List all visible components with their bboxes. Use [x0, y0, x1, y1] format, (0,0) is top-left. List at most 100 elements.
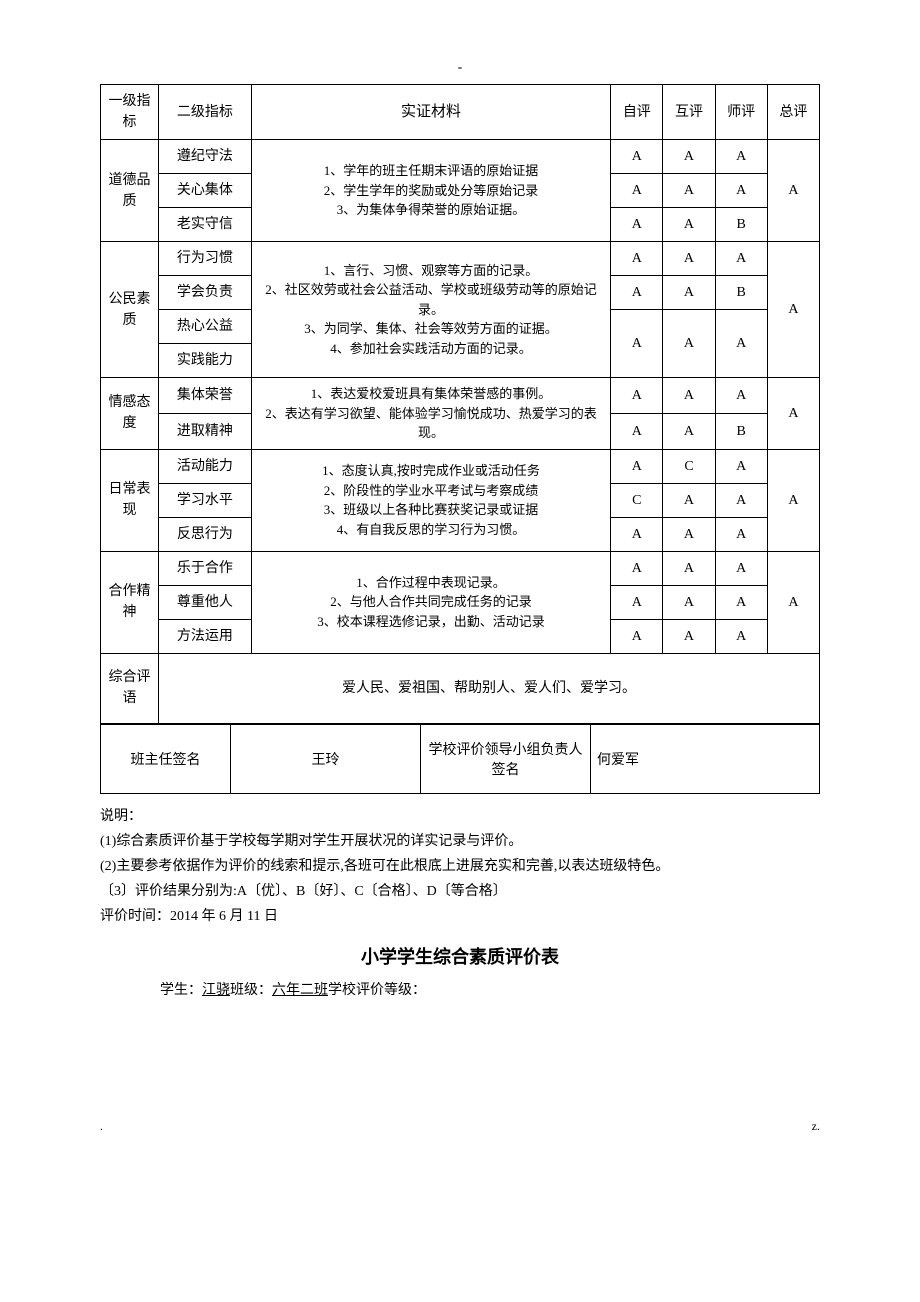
- peer-cell: A: [663, 517, 715, 551]
- teacher-cell: B: [715, 208, 767, 242]
- th-self: 自评: [611, 85, 663, 140]
- peer-cell: A: [663, 551, 715, 585]
- comment-row: 综合评语 爱人民、爱祖国、帮助别人、爱人们、爱学习。: [101, 653, 820, 723]
- comment-label: 综合评语: [101, 653, 159, 723]
- teacher-cell: A: [715, 585, 767, 619]
- notes-section: 说明： (1)综合素质评价基于学校每学期对学生开展状况的详实记录与评价。 (2)…: [100, 804, 820, 930]
- student-line: 学生：江骁班级：六年二班学校评价等级：: [160, 979, 820, 999]
- level2-cell: 遵纪守法: [158, 140, 251, 174]
- level1-cell: 道德品质: [101, 140, 159, 242]
- evidence-cell: 1、合作过程中表现记录。 2、与他人合作共同完成任务的记录 3、校本课程选修记录…: [251, 551, 611, 653]
- self-cell: A: [611, 378, 663, 414]
- th-level1: 一级指标: [101, 85, 159, 140]
- evidence-cell: 1、言行、习惯、观察等方面的记录。 2、社区效劳或社会公益活动、学校或班级劳动等…: [251, 242, 611, 378]
- header-dash: -: [100, 60, 820, 76]
- peer-cell: A: [663, 619, 715, 653]
- self-cell: A: [611, 517, 663, 551]
- class-name: 六年二班: [272, 983, 328, 998]
- level2-cell: 反思行为: [158, 517, 251, 551]
- signature-table: 班主任签名 王玲 学校评价领导小组负责人签名 何爱军: [100, 724, 820, 794]
- level1-cell: 日常表现: [101, 449, 159, 551]
- level2-cell: 学习水平: [158, 483, 251, 517]
- self-cell: A: [611, 449, 663, 483]
- self-cell: A: [611, 310, 663, 378]
- teacher-cell: A: [715, 619, 767, 653]
- footer-right: z.: [812, 1119, 820, 1134]
- table-row: 合作精神 乐于合作 1、合作过程中表现记录。 2、与他人合作共同完成任务的记录 …: [101, 551, 820, 585]
- notes-line: (2)主要参考依据作为评价的线索和提示,各班可在此根底上进展充实和完善,以表达班…: [100, 854, 820, 879]
- self-cell: A: [611, 276, 663, 310]
- level2-cell: 方法运用: [158, 619, 251, 653]
- footer-left: .: [100, 1119, 103, 1134]
- school-grade-label: 学校评价等级：: [328, 983, 426, 998]
- teacher-cell: A: [715, 378, 767, 414]
- th-level2: 二级指标: [158, 85, 251, 140]
- self-cell: A: [611, 551, 663, 585]
- teacher-cell: A: [715, 242, 767, 276]
- header-row: 一级指标 二级指标 实证材料 自评 互评 师评 总评: [101, 85, 820, 140]
- self-cell: A: [611, 242, 663, 276]
- peer-cell: A: [663, 242, 715, 276]
- th-total: 总评: [767, 85, 819, 140]
- evidence-cell: 1、学年的班主任期末评语的原始证据 2、学生学年的奖励或处分等原始记录 3、为集…: [251, 140, 611, 242]
- level2-cell: 乐于合作: [158, 551, 251, 585]
- teacher-cell: A: [715, 140, 767, 174]
- level1-cell: 情感态度: [101, 378, 159, 450]
- self-cell: C: [611, 483, 663, 517]
- notes-line: (1)综合素质评价基于学校每学期对学生开展状况的详实记录与评价。: [100, 829, 820, 854]
- notes-date: 评价时间：2014 年 6 月 11 日: [100, 904, 820, 929]
- peer-cell: A: [663, 174, 715, 208]
- peer-cell: A: [663, 140, 715, 174]
- teacher-cell: B: [715, 276, 767, 310]
- level1-cell: 公民素质: [101, 242, 159, 378]
- peer-cell: A: [663, 310, 715, 378]
- class-prefix: 班级：: [230, 983, 272, 998]
- level2-cell: 活动能力: [158, 449, 251, 483]
- peer-cell: A: [663, 483, 715, 517]
- comment-text: 爱人民、爱祖国、帮助别人、爱人们、爱学习。: [158, 653, 819, 723]
- peer-cell: C: [663, 449, 715, 483]
- table-row: 日常表现 活动能力 1、态度认真,按时完成作业或活动任务 2、阶段性的学业水平考…: [101, 449, 820, 483]
- teacher-cell: A: [715, 517, 767, 551]
- self-cell: A: [611, 619, 663, 653]
- level2-cell: 行为习惯: [158, 242, 251, 276]
- table-row: 公民素质 行为习惯 1、言行、习惯、观察等方面的记录。 2、社区效劳或社会公益活…: [101, 242, 820, 276]
- self-cell: A: [611, 413, 663, 449]
- student-prefix: 学生：: [160, 983, 202, 998]
- level2-cell: 实践能力: [158, 344, 251, 378]
- teacher-cell: A: [715, 551, 767, 585]
- teacher-cell: A: [715, 310, 767, 378]
- teacher-cell: A: [715, 449, 767, 483]
- peer-cell: A: [663, 378, 715, 414]
- level2-cell: 学会负责: [158, 276, 251, 310]
- leader-sign-value: 何爱军: [591, 724, 820, 793]
- level2-cell: 关心集体: [158, 174, 251, 208]
- level1-cell: 合作精神: [101, 551, 159, 653]
- total-cell: A: [767, 449, 819, 551]
- total-cell: A: [767, 140, 819, 242]
- peer-cell: A: [663, 276, 715, 310]
- self-cell: A: [611, 585, 663, 619]
- peer-cell: A: [663, 208, 715, 242]
- level2-cell: 集体荣誉: [158, 378, 251, 414]
- th-teacher: 师评: [715, 85, 767, 140]
- level2-cell: 进取精神: [158, 413, 251, 449]
- evaluation-table: 一级指标 二级指标 实证材料 自评 互评 师评 总评 道德品质 遵纪守法 1、学…: [100, 84, 820, 724]
- teacher-cell: A: [715, 483, 767, 517]
- leader-sign-label: 学校评价领导小组负责人签名: [421, 724, 591, 793]
- teacher-sign-value: 王玲: [231, 724, 421, 793]
- table-row: 情感态度 集体荣誉 1、表达爱校爱班具有集体荣誉感的事例。 2、表达有学习欲望、…: [101, 378, 820, 414]
- level2-cell: 尊重他人: [158, 585, 251, 619]
- notes-heading: 说明：: [100, 804, 820, 829]
- page-footer: . z.: [100, 1119, 820, 1134]
- notes-line: 〔3〕评价结果分别为:A〔优〕、B〔好〕、C〔合格〕、D〔等合格〕: [100, 879, 820, 904]
- level2-cell: 老实守信: [158, 208, 251, 242]
- th-evidence: 实证材料: [251, 85, 611, 140]
- total-cell: A: [767, 378, 819, 450]
- self-cell: A: [611, 208, 663, 242]
- evidence-cell: 1、表达爱校爱班具有集体荣誉感的事例。 2、表达有学习欲望、能体验学习愉悦成功、…: [251, 378, 611, 450]
- level2-cell: 热心公益: [158, 310, 251, 344]
- peer-cell: A: [663, 413, 715, 449]
- evidence-cell: 1、态度认真,按时完成作业或活动任务 2、阶段性的学业水平考试与考察成绩 3、班…: [251, 449, 611, 551]
- self-cell: A: [611, 174, 663, 208]
